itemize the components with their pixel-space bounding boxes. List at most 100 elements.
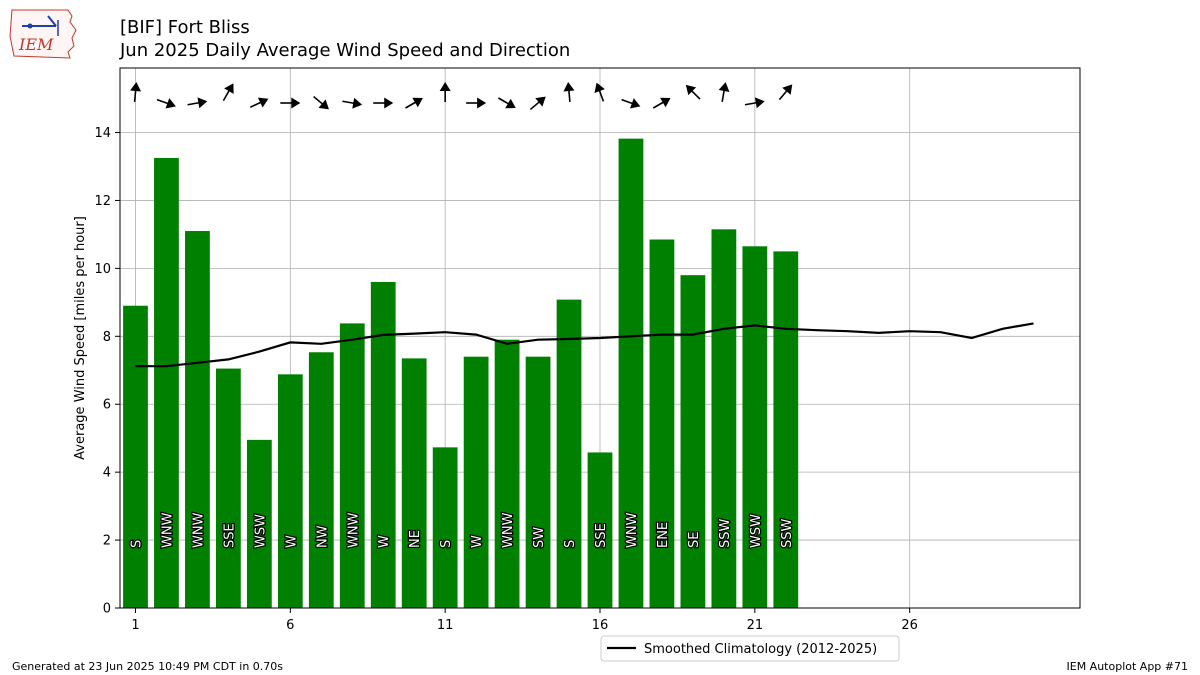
logo-text: IEM xyxy=(18,35,54,54)
arrow-head xyxy=(782,84,793,95)
bar-direction-label: WNW xyxy=(160,512,175,548)
bar xyxy=(432,447,458,608)
bar-direction-label: WSW xyxy=(253,514,268,548)
arrow-head xyxy=(130,82,142,92)
bar xyxy=(401,358,427,608)
bar-direction-label: SW xyxy=(532,527,547,548)
wind-direction-arrow-icon xyxy=(405,97,423,109)
bar-direction-label: W xyxy=(470,535,485,548)
bar xyxy=(308,352,334,608)
bar xyxy=(618,138,644,608)
wind-direction-arrow-icon xyxy=(222,83,234,102)
y-tick-label: 4 xyxy=(103,466,111,481)
bar-direction-label: WNW xyxy=(346,512,361,548)
wind-direction-arrow-icon xyxy=(156,98,176,109)
wind-direction-arrow-icon xyxy=(280,97,301,109)
wind-direction-arrow-icon xyxy=(685,84,701,100)
y-tick-label: 12 xyxy=(94,194,111,209)
bar-direction-label: SSW xyxy=(780,518,795,548)
bar-direction-label: NE xyxy=(408,530,423,548)
bar xyxy=(556,299,582,608)
bar-direction-label: S xyxy=(439,540,454,548)
bar-direction-label: ENE xyxy=(656,522,671,548)
arrow-shaft xyxy=(133,88,137,103)
wind-direction-arrow-icon xyxy=(342,97,363,109)
arrow-head xyxy=(439,82,451,91)
arrow-head xyxy=(477,97,487,109)
bar-direction-label: W xyxy=(284,535,299,548)
arrow-shaft xyxy=(498,97,511,106)
bar xyxy=(277,374,303,608)
bar-direction-label: WSW xyxy=(749,514,764,548)
y-tick-label: 6 xyxy=(103,398,111,413)
arrow-head xyxy=(754,97,765,109)
chart-subtitle: Jun 2025 Daily Average Wind Speed and Di… xyxy=(120,40,571,61)
arrow-shaft xyxy=(342,100,356,105)
wind-direction-arrow-icon xyxy=(778,84,793,101)
bar xyxy=(123,305,148,608)
y-tick-label: 8 xyxy=(103,330,111,345)
wind-direction-arrow-icon xyxy=(466,97,487,109)
bar-direction-label: SSE xyxy=(594,523,609,548)
arrow-head xyxy=(318,99,329,110)
wind-direction-arrow-icon xyxy=(439,82,451,102)
wind-direction-arrow-icon xyxy=(563,82,575,103)
y-tick-label: 0 xyxy=(103,602,111,617)
wind-direction-arrow-icon xyxy=(130,82,142,103)
arrow-shaft xyxy=(313,95,325,106)
wind-direction-arrow-icon xyxy=(373,97,394,109)
arrow-head xyxy=(685,84,697,96)
arrow-shaft xyxy=(156,98,170,105)
bar xyxy=(525,356,551,608)
wind-direction-arrow-icon xyxy=(187,97,208,109)
bar-direction-label: W xyxy=(377,535,392,548)
bar xyxy=(246,439,272,608)
arrow-head xyxy=(384,97,394,109)
arrow-shaft xyxy=(249,101,263,108)
iem-logo-icon: IEM xyxy=(9,9,77,59)
wind-direction-arrow-icon xyxy=(718,82,730,102)
arrow-head xyxy=(352,97,363,109)
footer-app-label: IEM Autoplot App #71 xyxy=(1066,660,1189,673)
arrow-head xyxy=(257,97,269,108)
arrow-head xyxy=(563,82,575,92)
arrow-head xyxy=(291,97,301,109)
arrow-head xyxy=(165,98,176,109)
y-tick-label: 14 xyxy=(94,126,111,141)
arrow-shaft xyxy=(778,89,789,101)
wind-direction-arrow-icon xyxy=(652,97,671,109)
chart-title: [BIF] Fort Bliss xyxy=(120,17,250,38)
bar-direction-label: SSW xyxy=(718,518,733,548)
wind-direction-arrow-icon xyxy=(744,97,765,109)
arrow-head xyxy=(535,96,546,107)
bar xyxy=(463,356,489,608)
arrow-shaft xyxy=(721,88,726,102)
x-tick-label: 1 xyxy=(131,618,139,633)
arrow-shaft xyxy=(744,101,758,106)
legend: Smoothed Climatology (2012-2025) xyxy=(600,635,900,662)
bar-direction-label: S xyxy=(563,540,578,548)
wind-direction-arrow-icon xyxy=(498,97,516,109)
arrow-head xyxy=(197,97,208,109)
arrow-shaft xyxy=(222,89,231,102)
legend-label: Smoothed Climatology (2012-2025) xyxy=(644,642,877,657)
bar xyxy=(711,229,737,609)
wind-direction-arrow-icon xyxy=(529,96,546,111)
bar-direction-label: SSE xyxy=(222,523,237,548)
wind-direction-arrow-icon xyxy=(313,95,329,110)
arrow-shaft xyxy=(652,100,665,109)
bar-direction-label: WNW xyxy=(625,512,640,548)
bar xyxy=(649,239,675,608)
x-tick-label: 21 xyxy=(747,618,764,633)
arrow-shaft xyxy=(567,88,571,103)
wind-direction-arrow-icon xyxy=(621,98,641,109)
arrow-head xyxy=(594,82,605,93)
arrow-head xyxy=(412,97,423,108)
bar-direction-label: WNW xyxy=(191,512,206,548)
arrow-shaft xyxy=(621,98,635,105)
arrow-shaft xyxy=(690,89,701,100)
bar xyxy=(680,275,706,608)
bar xyxy=(216,368,241,608)
bar xyxy=(494,339,520,608)
